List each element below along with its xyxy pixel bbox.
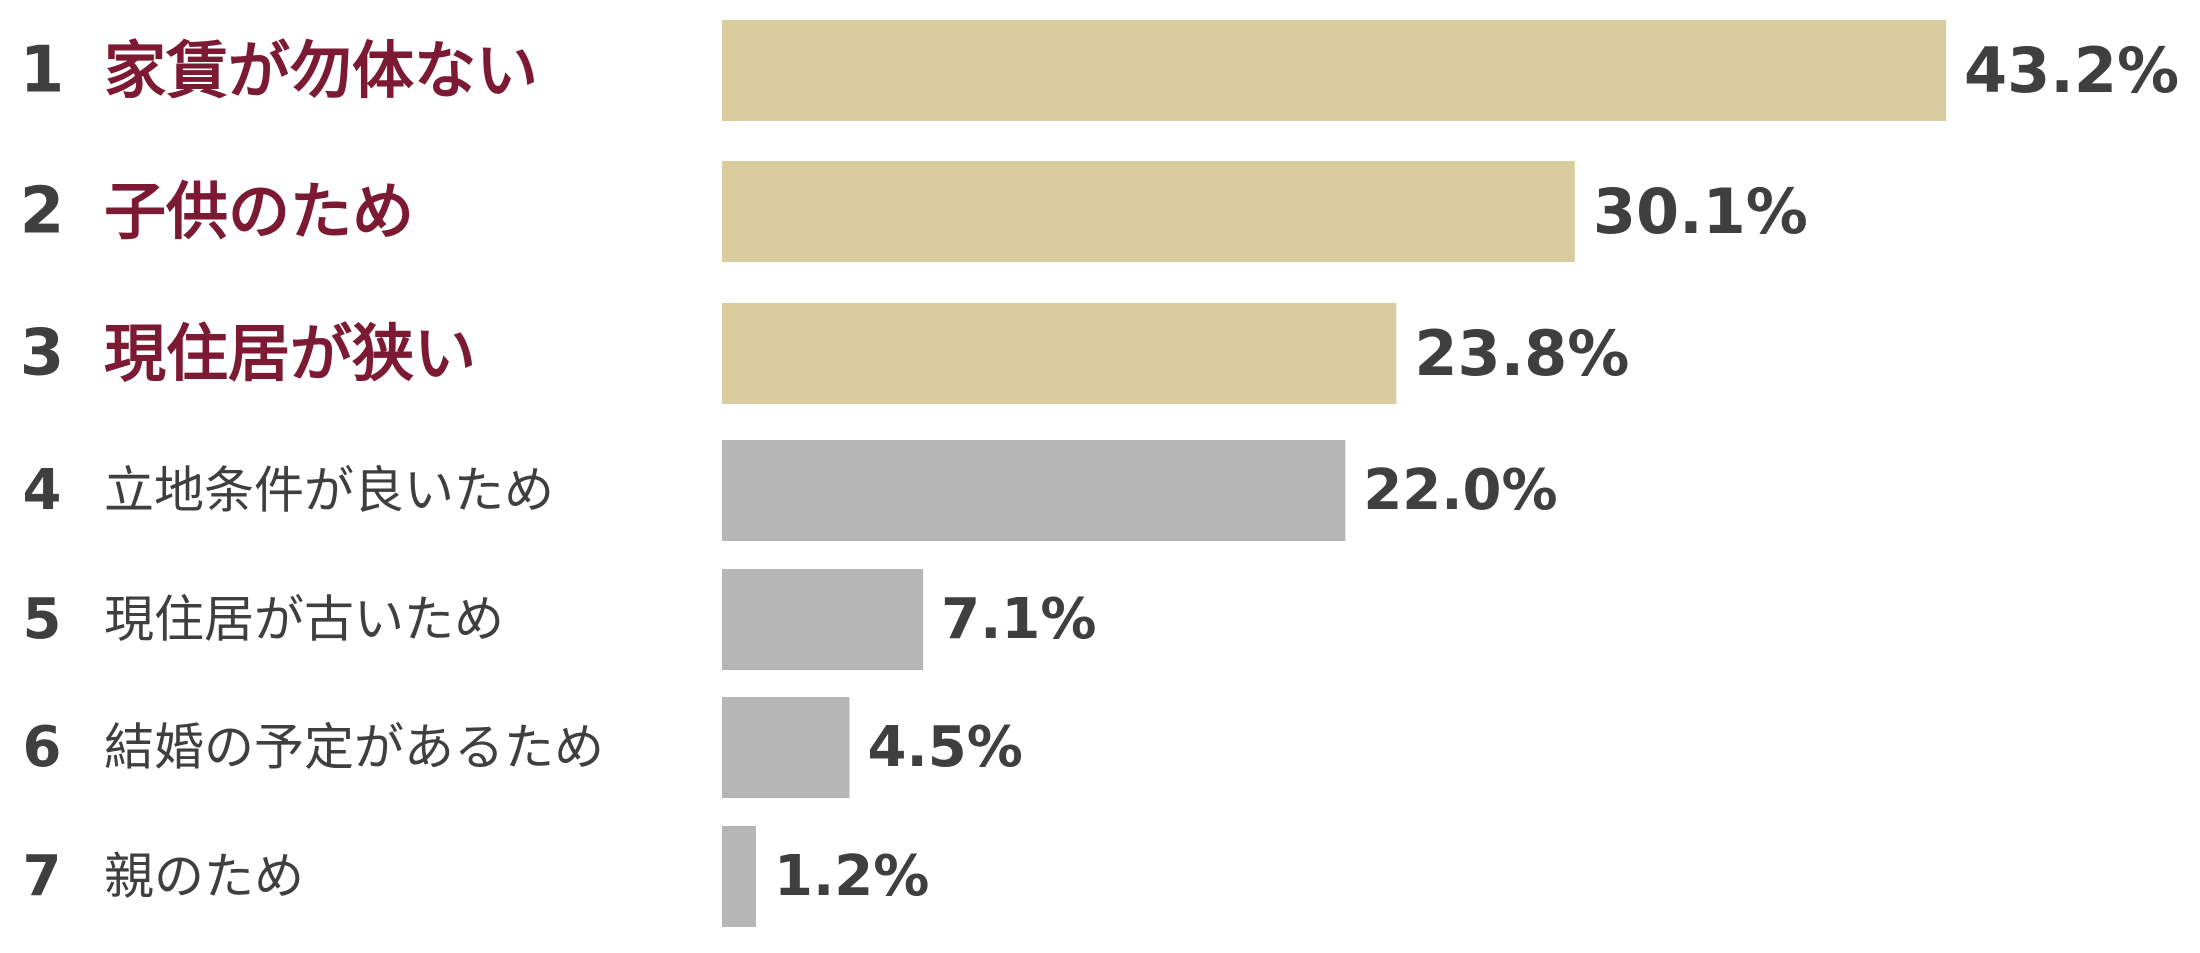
value-label: 43.2% <box>1964 34 2179 107</box>
bar-6 <box>722 697 850 798</box>
category-label: 家賃が勿体ない <box>104 34 538 107</box>
category-label: 子供のため <box>104 175 414 248</box>
category-label: 現住居が狭い <box>104 317 476 390</box>
rank-number: 2 <box>20 175 65 249</box>
rank-number: 4 <box>23 458 62 523</box>
value-label: 23.8% <box>1414 317 1629 390</box>
bar-5 <box>722 569 924 670</box>
rank-number: 7 <box>23 844 62 909</box>
rank-number: 6 <box>23 715 62 780</box>
bar-2 <box>722 161 1575 262</box>
category-label: 結婚の予定があるため <box>104 719 604 777</box>
value-label: 30.1% <box>1593 175 1808 248</box>
value-label: 1.2% <box>774 844 929 909</box>
bar-4 <box>722 440 1346 541</box>
rank-number: 1 <box>20 34 65 108</box>
value-label: 7.1% <box>941 587 1096 652</box>
category-label: 現住居が古いため <box>104 591 504 649</box>
value-label: 22.0% <box>1363 458 1557 523</box>
bar-1 <box>722 20 1946 121</box>
category-label: 立地条件が良いため <box>104 462 554 520</box>
value-label: 4.5% <box>868 715 1023 780</box>
bar-7 <box>722 826 756 927</box>
bar-3 <box>722 303 1397 404</box>
rank-number: 5 <box>23 587 62 652</box>
category-label: 親のため <box>104 848 304 906</box>
rank-number: 3 <box>20 317 65 391</box>
